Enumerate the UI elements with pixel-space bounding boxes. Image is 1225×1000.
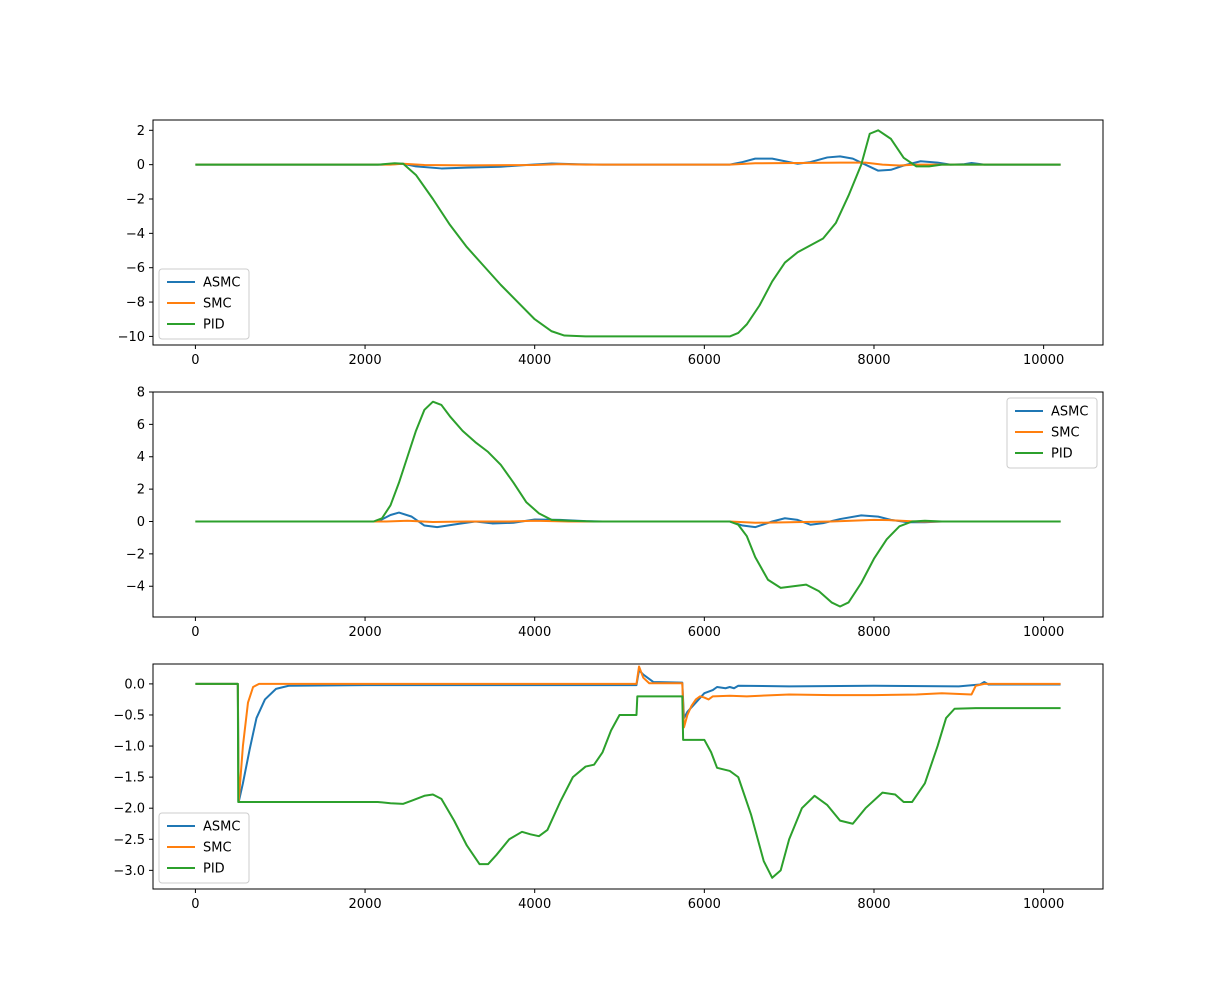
series-line-pid (195, 129, 1061, 338)
x-tick-label: 2000 (349, 625, 382, 640)
legend: ASMC SMC PID (158, 268, 250, 340)
legend-label-pid: PID (203, 318, 225, 333)
y-tick-label: 8 (137, 386, 145, 401)
y-tick-label: −8 (126, 296, 145, 311)
x-tick-label: 6000 (688, 625, 721, 640)
legend-box (158, 812, 250, 884)
series-group (195, 665, 1061, 879)
series-line-pid (195, 682, 1061, 879)
x-tick-label: 8000 (857, 353, 890, 368)
y-tick-label: 6 (137, 418, 145, 433)
series-line-smc (195, 665, 1061, 803)
x-tick-label: 2000 (349, 353, 382, 368)
y-tick-label: 0 (137, 515, 145, 530)
x-tick-label: 0 (191, 897, 199, 912)
y-tick-label: −2 (126, 193, 145, 208)
y-tick-label: −6 (126, 261, 145, 276)
legend-label-asmc: ASMC (203, 820, 240, 835)
x-tick-label: 6000 (688, 353, 721, 368)
y-tick-label: 2 (137, 124, 145, 139)
x-tick-label: 0 (191, 353, 199, 368)
y-tick-label: −4 (126, 580, 145, 595)
y-tick-label: −0.5 (113, 708, 145, 723)
x-tick-label: 6000 (688, 897, 721, 912)
legend-label-smc: SMC (1051, 426, 1080, 441)
x-tick-label: 10000 (1023, 353, 1064, 368)
y-tick-label: −3.0 (113, 864, 145, 879)
y-tick-label: −2.5 (113, 833, 145, 848)
legend-label-smc: SMC (203, 297, 232, 312)
legend-label-asmc: ASMC (1051, 405, 1088, 420)
axes-frame (152, 663, 1104, 890)
x-tick-label: 10000 (1023, 625, 1064, 640)
x-tick-label: 4000 (518, 897, 551, 912)
legend-label-pid: PID (203, 862, 225, 877)
legend-label-pid: PID (1051, 447, 1073, 462)
x-tick-label: 10000 (1023, 897, 1064, 912)
chart-panels: 0 2000 4000 6000 8000 1000020−2−4−6−8−10ASMCS… (113, 119, 1104, 912)
chart-panel-2: 0 2000 4000 6000 8000 10000 8 6 4 2 0 −2 −4 ASMC SMC PI… (126, 386, 1104, 640)
legend-label-smc: SMC (203, 841, 232, 856)
y-tick-label: −2 (126, 547, 145, 562)
x-tick-label: 4000 (518, 625, 551, 640)
axes-frame (152, 119, 1104, 346)
x-tick-label: 4000 (518, 353, 551, 368)
x-tick-label: 8000 (857, 897, 890, 912)
y-tick-label: 2 (137, 483, 145, 498)
series-line-smc (195, 161, 1061, 167)
y-tick-label: −2.0 (113, 802, 145, 817)
y-tick-label: −1.5 (113, 771, 145, 786)
axes-frame (152, 391, 1104, 618)
series-group (195, 400, 1061, 608)
y-tick-label: −10 (118, 330, 145, 345)
legend-box (158, 268, 250, 340)
y-tick-label: 4 (137, 450, 145, 465)
legend: ASMC SMC PID (158, 812, 250, 884)
y-tick-label: 0 (137, 158, 145, 173)
y-tick-label: −1.0 (113, 740, 145, 755)
chart-panel-1: 0 2000 4000 6000 8000 10000 2 0 −2 −4 −6 −8 −10 ASMC S… (118, 119, 1104, 368)
y-tick-label: 0.0 (124, 677, 145, 692)
x-tick-label: 0 (191, 625, 199, 640)
series-group (195, 129, 1061, 338)
legend: ASMC SMC PID (1006, 397, 1098, 469)
legend-box (1006, 397, 1098, 469)
x-tick-label: 8000 (857, 625, 890, 640)
y-tick-label: −4 (126, 227, 145, 242)
x-tick-label: 2000 (349, 897, 382, 912)
series-line-pid (195, 400, 1061, 608)
chart-panel-3: 0 2000 4000 6000 8000 10000 0.0 −0.5 −1.0 −1.5 −2.… (113, 663, 1104, 912)
legend-label-asmc: ASMC (203, 276, 240, 291)
